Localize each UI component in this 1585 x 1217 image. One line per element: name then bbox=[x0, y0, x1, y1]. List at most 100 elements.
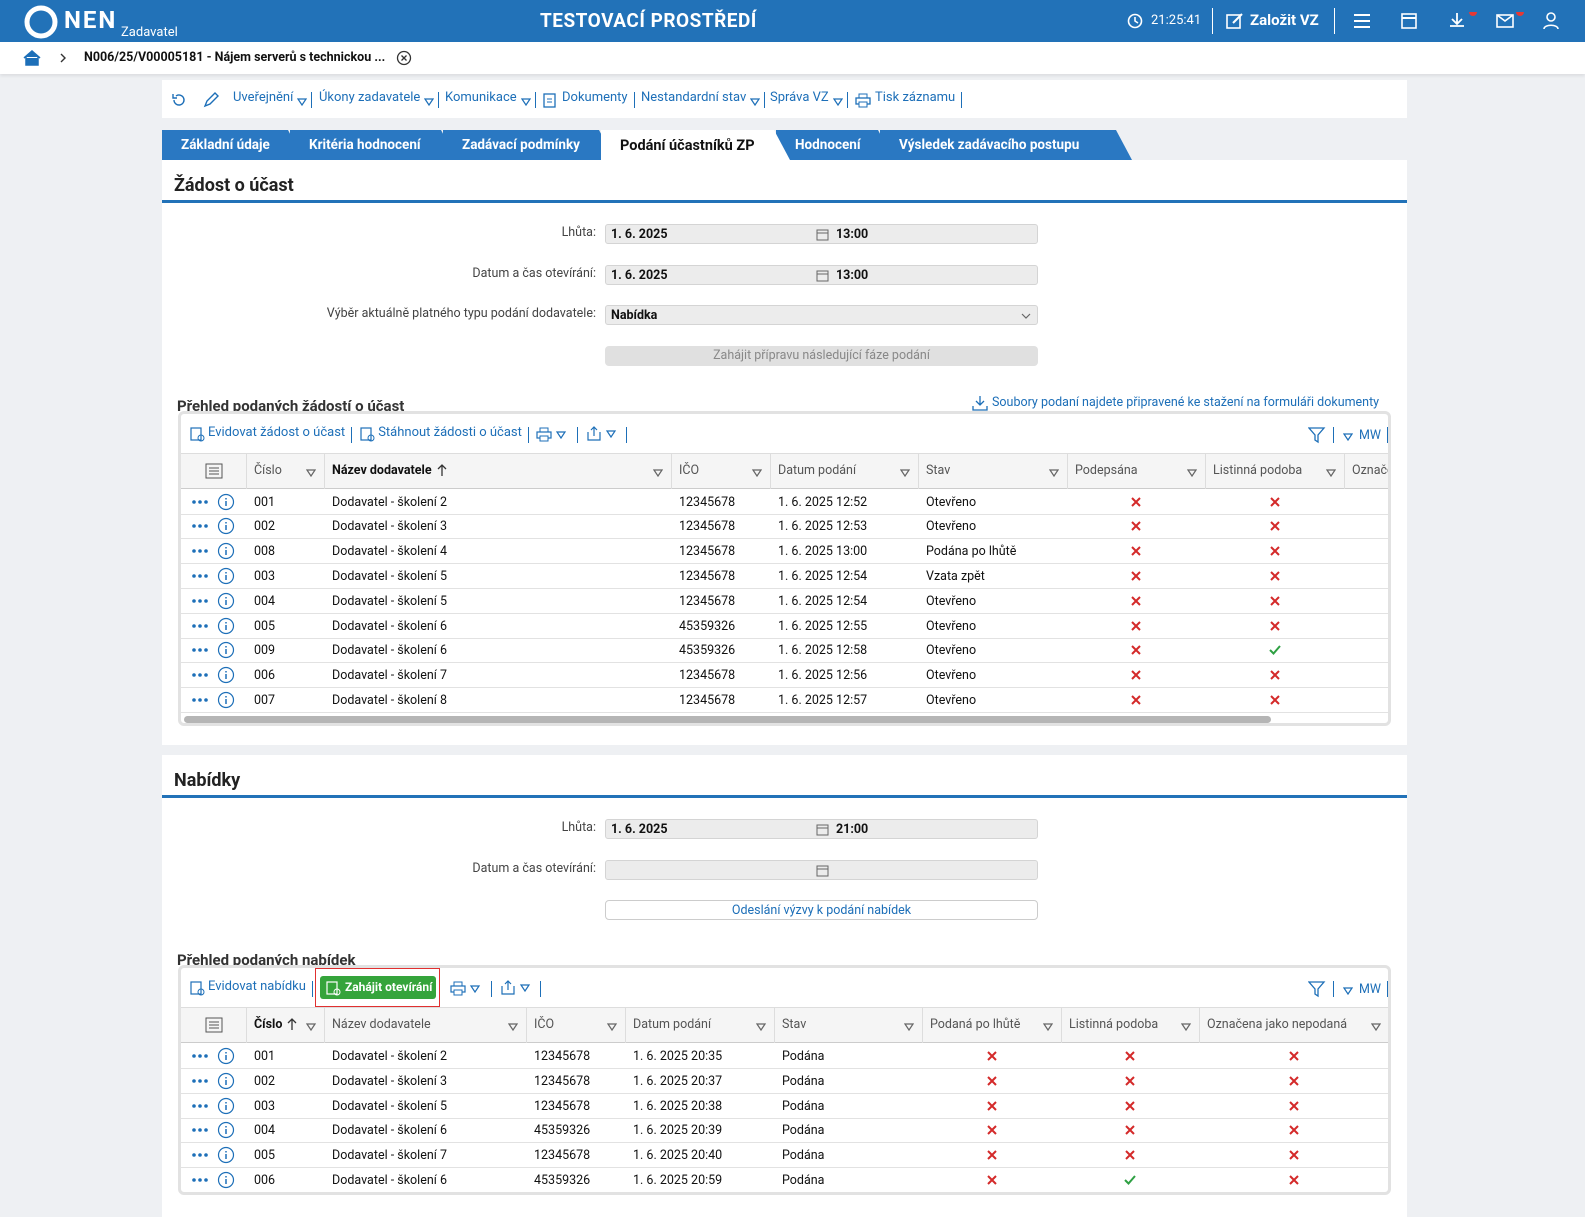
toolbar-item[interactable]: Uveřejnění bbox=[233, 90, 293, 105]
create-button[interactable]: Založit VZ bbox=[1250, 11, 1319, 29]
row-info-icon[interactable] bbox=[217, 567, 235, 585]
view-label[interactable]: MW bbox=[1359, 982, 1381, 997]
calendar-icon bbox=[816, 823, 829, 836]
column-header[interactable]: Název dodavatele bbox=[332, 463, 432, 478]
cross-icon bbox=[1130, 496, 1142, 508]
field-label: Datum a čas otevírání: bbox=[162, 266, 596, 281]
toolbar-item[interactable]: Nestandardní stav bbox=[641, 90, 746, 105]
column-header[interactable]: IČO bbox=[534, 1017, 554, 1032]
tab[interactable]: Kritéria hodnocení bbox=[290, 130, 457, 160]
cell: Dodavatel - školení 8 bbox=[332, 693, 447, 708]
row-info-icon[interactable] bbox=[217, 1146, 235, 1164]
column-header[interactable]: Podepsána bbox=[1075, 463, 1138, 478]
clock-icon bbox=[1127, 13, 1143, 29]
action-button[interactable]: Odeslání výzvy k podání nabídek bbox=[605, 900, 1038, 920]
tab[interactable]: Výsledek zadávacího postupu bbox=[880, 130, 1132, 160]
column-header[interactable]: IČO bbox=[679, 463, 699, 478]
clock: 21:25:41 bbox=[1151, 13, 1201, 28]
row-info-icon[interactable] bbox=[217, 517, 235, 535]
row-info-icon[interactable] bbox=[217, 691, 235, 709]
action-link[interactable]: Evidovat nabídku bbox=[208, 979, 306, 994]
row-info-icon[interactable] bbox=[217, 1097, 235, 1115]
row-menu-icon[interactable] bbox=[191, 1124, 209, 1136]
row-menu-icon[interactable] bbox=[191, 1075, 209, 1087]
column-header[interactable]: Stav bbox=[782, 1017, 806, 1032]
column-header[interactable]: Stav bbox=[926, 463, 950, 478]
toolbar-item[interactable]: Správa VZ bbox=[770, 90, 829, 105]
action-link[interactable]: Evidovat žádost o účast bbox=[208, 425, 345, 440]
column-header[interactable]: Označena jako nepodaná bbox=[1207, 1017, 1347, 1032]
column-header[interactable]: Číslo bbox=[254, 1017, 282, 1032]
row-info-icon[interactable] bbox=[217, 493, 235, 511]
row-menu-icon[interactable] bbox=[191, 644, 209, 656]
refresh-icon bbox=[170, 91, 188, 109]
column-header[interactable]: Listinná podoba bbox=[1069, 1017, 1158, 1032]
toolbar-item[interactable]: Úkony zadavatele bbox=[319, 90, 420, 105]
row-info-icon[interactable] bbox=[217, 1072, 235, 1090]
column-header[interactable]: Listinná podoba bbox=[1213, 463, 1302, 478]
download-note[interactable]: Soubory podaní najdete připravené ke sta… bbox=[992, 395, 1379, 410]
row-info-icon[interactable] bbox=[217, 1121, 235, 1139]
breadcrumb-icons[interactable] bbox=[22, 49, 82, 67]
cell: 009 bbox=[254, 643, 275, 658]
toolbar-item[interactable]: Tisk záznamu bbox=[875, 90, 955, 105]
row-menu-icon[interactable] bbox=[191, 669, 209, 681]
row-info-icon[interactable] bbox=[217, 1047, 235, 1065]
column-divider bbox=[1199, 1007, 1200, 1043]
column-header[interactable]: Označena jako nepodaná bbox=[1352, 463, 1391, 478]
header-icons[interactable] bbox=[1352, 12, 1572, 32]
row-info-icon[interactable] bbox=[217, 666, 235, 684]
row-info-icon[interactable] bbox=[217, 542, 235, 560]
row-info-icon[interactable] bbox=[217, 1171, 235, 1189]
time-value: 13:00 bbox=[836, 268, 868, 283]
row-menu-icon[interactable] bbox=[191, 496, 209, 508]
cell: 12345678 bbox=[679, 569, 735, 584]
breadcrumb[interactable]: N006/25/V00005181 - Nájem serverů s tech… bbox=[84, 50, 385, 65]
start-button-label[interactable]: Zahájit otevírání bbox=[345, 980, 432, 994]
cell: 1. 6. 2025 12:55 bbox=[778, 619, 867, 634]
column-divider bbox=[1344, 453, 1345, 489]
tab[interactable]: Základní údaje bbox=[162, 130, 304, 160]
field-input bbox=[605, 860, 1038, 880]
tab[interactable]: Podání účastníků ZP bbox=[601, 130, 790, 160]
cross-icon bbox=[1124, 1050, 1136, 1062]
cell: 001 bbox=[254, 495, 275, 510]
close-icon[interactable] bbox=[396, 50, 412, 66]
row-info-icon[interactable] bbox=[217, 592, 235, 610]
column-header[interactable]: Číslo bbox=[254, 463, 282, 478]
column-header[interactable]: Datum podání bbox=[778, 463, 856, 478]
filter-arrow bbox=[756, 1021, 766, 1031]
row-line bbox=[181, 1093, 1391, 1094]
row-menu-icon[interactable] bbox=[191, 694, 209, 706]
column-header[interactable]: Název dodavatele bbox=[332, 1017, 431, 1032]
action-icon bbox=[325, 980, 341, 996]
cell: Otevřeno bbox=[926, 643, 976, 658]
dropdown-icon bbox=[521, 96, 531, 106]
tab[interactable]: Hodnocení bbox=[776, 130, 894, 160]
row-menu-icon[interactable] bbox=[191, 620, 209, 632]
cell: 45359326 bbox=[679, 619, 735, 634]
row-info-icon[interactable] bbox=[217, 641, 235, 659]
column-header[interactable]: Podaná po lhůtě bbox=[930, 1017, 1020, 1032]
toolbar-item[interactable]: Dokumenty bbox=[562, 90, 628, 105]
row-menu-icon[interactable] bbox=[191, 1050, 209, 1062]
row-menu-icon[interactable] bbox=[191, 545, 209, 557]
cell: 008 bbox=[254, 544, 275, 559]
separator bbox=[540, 981, 541, 997]
cross-icon bbox=[1269, 595, 1281, 607]
row-menu-icon[interactable] bbox=[191, 1149, 209, 1161]
tab[interactable]: Zadávací podmínky bbox=[443, 130, 615, 160]
row-menu-icon[interactable] bbox=[191, 595, 209, 607]
row-menu-icon[interactable] bbox=[191, 520, 209, 532]
column-header[interactable]: Datum podání bbox=[633, 1017, 711, 1032]
action-link[interactable]: Stáhnout žádosti o účast bbox=[378, 425, 522, 440]
view-label[interactable]: MW bbox=[1359, 428, 1381, 443]
toolbar-item[interactable]: Komunikace bbox=[445, 90, 517, 105]
row-menu-icon[interactable] bbox=[191, 570, 209, 582]
cross-icon bbox=[1124, 1124, 1136, 1136]
row-menu-icon[interactable] bbox=[191, 1100, 209, 1112]
row-info-icon[interactable] bbox=[217, 617, 235, 635]
filter-arrow bbox=[1371, 1021, 1381, 1031]
cross-icon bbox=[1124, 1149, 1136, 1161]
row-menu-icon[interactable] bbox=[191, 1174, 209, 1186]
